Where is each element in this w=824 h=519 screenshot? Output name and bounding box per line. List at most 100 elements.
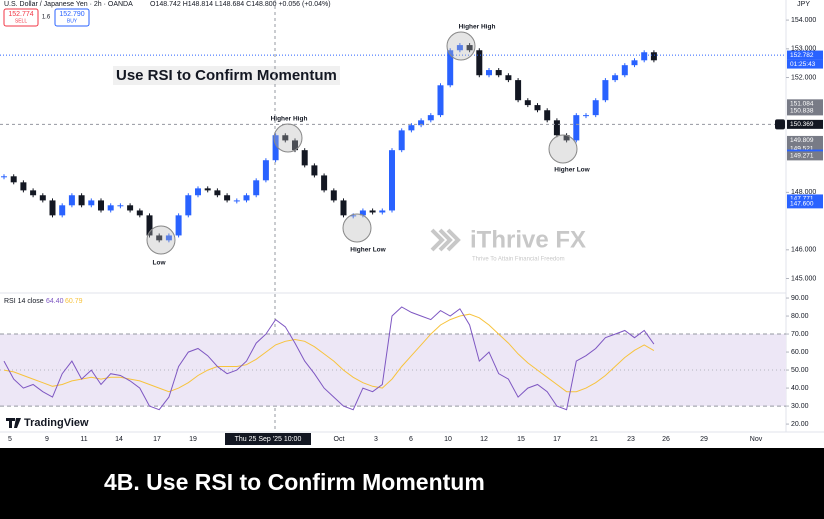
y-tick-label: 40.00 xyxy=(791,385,809,392)
x-tick-label: 10 xyxy=(444,436,452,443)
annotation-circle xyxy=(146,225,176,255)
crosshair-date-box xyxy=(225,433,311,445)
countdown: 01:25:43 xyxy=(790,61,816,68)
y-tick-label: 153.000 xyxy=(791,46,816,53)
price-label: 151.084 xyxy=(790,101,814,108)
candle xyxy=(195,188,201,196)
sell-button[interactable] xyxy=(3,8,39,27)
logo: TradingView xyxy=(24,417,89,429)
price-label-box xyxy=(787,119,823,129)
candle xyxy=(437,85,444,116)
candle xyxy=(573,115,580,141)
annotation-circle xyxy=(548,134,578,164)
sell-price: 152.774 xyxy=(8,11,33,18)
price-label-box xyxy=(787,194,823,204)
candle xyxy=(408,125,415,131)
rsi-title: RSI 14 close xyxy=(4,298,44,305)
candle xyxy=(602,80,609,101)
annotation: Higher High xyxy=(459,24,496,31)
x-tick-label: 11 xyxy=(80,436,87,443)
candle xyxy=(321,175,328,191)
candle xyxy=(495,70,502,76)
annotation: Higher Low xyxy=(554,167,590,174)
price-label-box xyxy=(787,99,823,109)
candle xyxy=(456,45,463,51)
price-label: 152.782 xyxy=(790,52,814,59)
y-tick-label: 60.00 xyxy=(791,349,809,356)
candle xyxy=(30,190,37,196)
candle xyxy=(650,52,657,61)
annotation: Higher Low xyxy=(350,247,386,254)
y-tick-label: 148.000 xyxy=(791,189,816,196)
x-tick-label: 17 xyxy=(153,436,161,443)
price-label: 147.771 xyxy=(790,196,814,203)
candle xyxy=(98,200,104,211)
price-label-box xyxy=(787,135,823,145)
banner xyxy=(0,448,824,519)
price-label: 150.838 xyxy=(790,108,814,115)
price-label-box xyxy=(787,199,823,209)
trade-buttons[interactable]: 152.774 SELL 1.6 152.790 BUY xyxy=(3,8,90,27)
watermark: iThrive FX xyxy=(470,226,586,253)
spread: 1.6 xyxy=(42,15,51,21)
countdown-box xyxy=(787,59,823,69)
candle xyxy=(544,110,551,121)
x-tick-label: 9 xyxy=(45,436,49,443)
candle xyxy=(486,70,492,76)
candle xyxy=(49,200,56,216)
candle xyxy=(214,190,221,196)
x-tick-label: 5 xyxy=(8,436,12,443)
buy-label: BUY xyxy=(67,18,78,24)
candle xyxy=(136,210,143,216)
candle xyxy=(282,135,289,141)
candle xyxy=(165,235,172,241)
chart-title: Use RSI to Confirm Momentum xyxy=(116,67,337,84)
candle xyxy=(612,75,619,81)
candle xyxy=(398,130,405,151)
x-tick-label: 6 xyxy=(409,436,413,443)
candle xyxy=(68,195,75,206)
rsi-line xyxy=(3,306,655,411)
rsi-ma-value: 60.79 xyxy=(65,298,83,305)
y-tick-label: 80.00 xyxy=(791,313,809,320)
candle xyxy=(10,176,17,183)
y-tick-label: 146.000 xyxy=(791,247,816,254)
candle xyxy=(563,135,570,141)
candle xyxy=(447,50,454,86)
y-tick-label: 30.00 xyxy=(791,403,809,410)
candle xyxy=(621,65,628,76)
x-tick-label: 14 xyxy=(115,436,123,443)
candle xyxy=(534,105,541,111)
x-tick-label: 23 xyxy=(627,436,635,443)
candle xyxy=(389,150,395,211)
price-label-box xyxy=(787,144,823,154)
candle xyxy=(262,160,269,181)
candle xyxy=(330,190,337,201)
y-tick-label: 90.00 xyxy=(791,295,809,302)
candle xyxy=(418,120,425,126)
candle xyxy=(224,195,231,201)
candle xyxy=(641,52,648,61)
candle xyxy=(146,215,153,236)
buy-button[interactable] xyxy=(54,8,90,27)
x-tick-label: 19 xyxy=(189,436,197,443)
candle xyxy=(379,210,386,213)
buy-price: 152.790 xyxy=(59,11,84,18)
candle xyxy=(117,205,124,207)
candle xyxy=(524,100,531,106)
crosshair-button xyxy=(775,119,785,130)
crosshair-date: Thu 25 Sep '25 10:00 xyxy=(235,436,302,443)
candle xyxy=(311,165,318,176)
x-tick-label: 21 xyxy=(590,436,598,443)
candle xyxy=(553,120,560,136)
candle xyxy=(369,210,376,213)
y-tick-label: 154.000 xyxy=(791,17,816,24)
tv-logo-icon xyxy=(6,418,21,428)
candle xyxy=(592,100,599,116)
candle xyxy=(631,60,638,66)
sell-label: SELL xyxy=(15,18,27,24)
banner-text: 4B. Use RSI to Confirm Momentum xyxy=(104,469,485,495)
candle xyxy=(88,200,95,206)
title-background xyxy=(113,66,340,85)
y-tick-label: 20.00 xyxy=(791,421,809,428)
